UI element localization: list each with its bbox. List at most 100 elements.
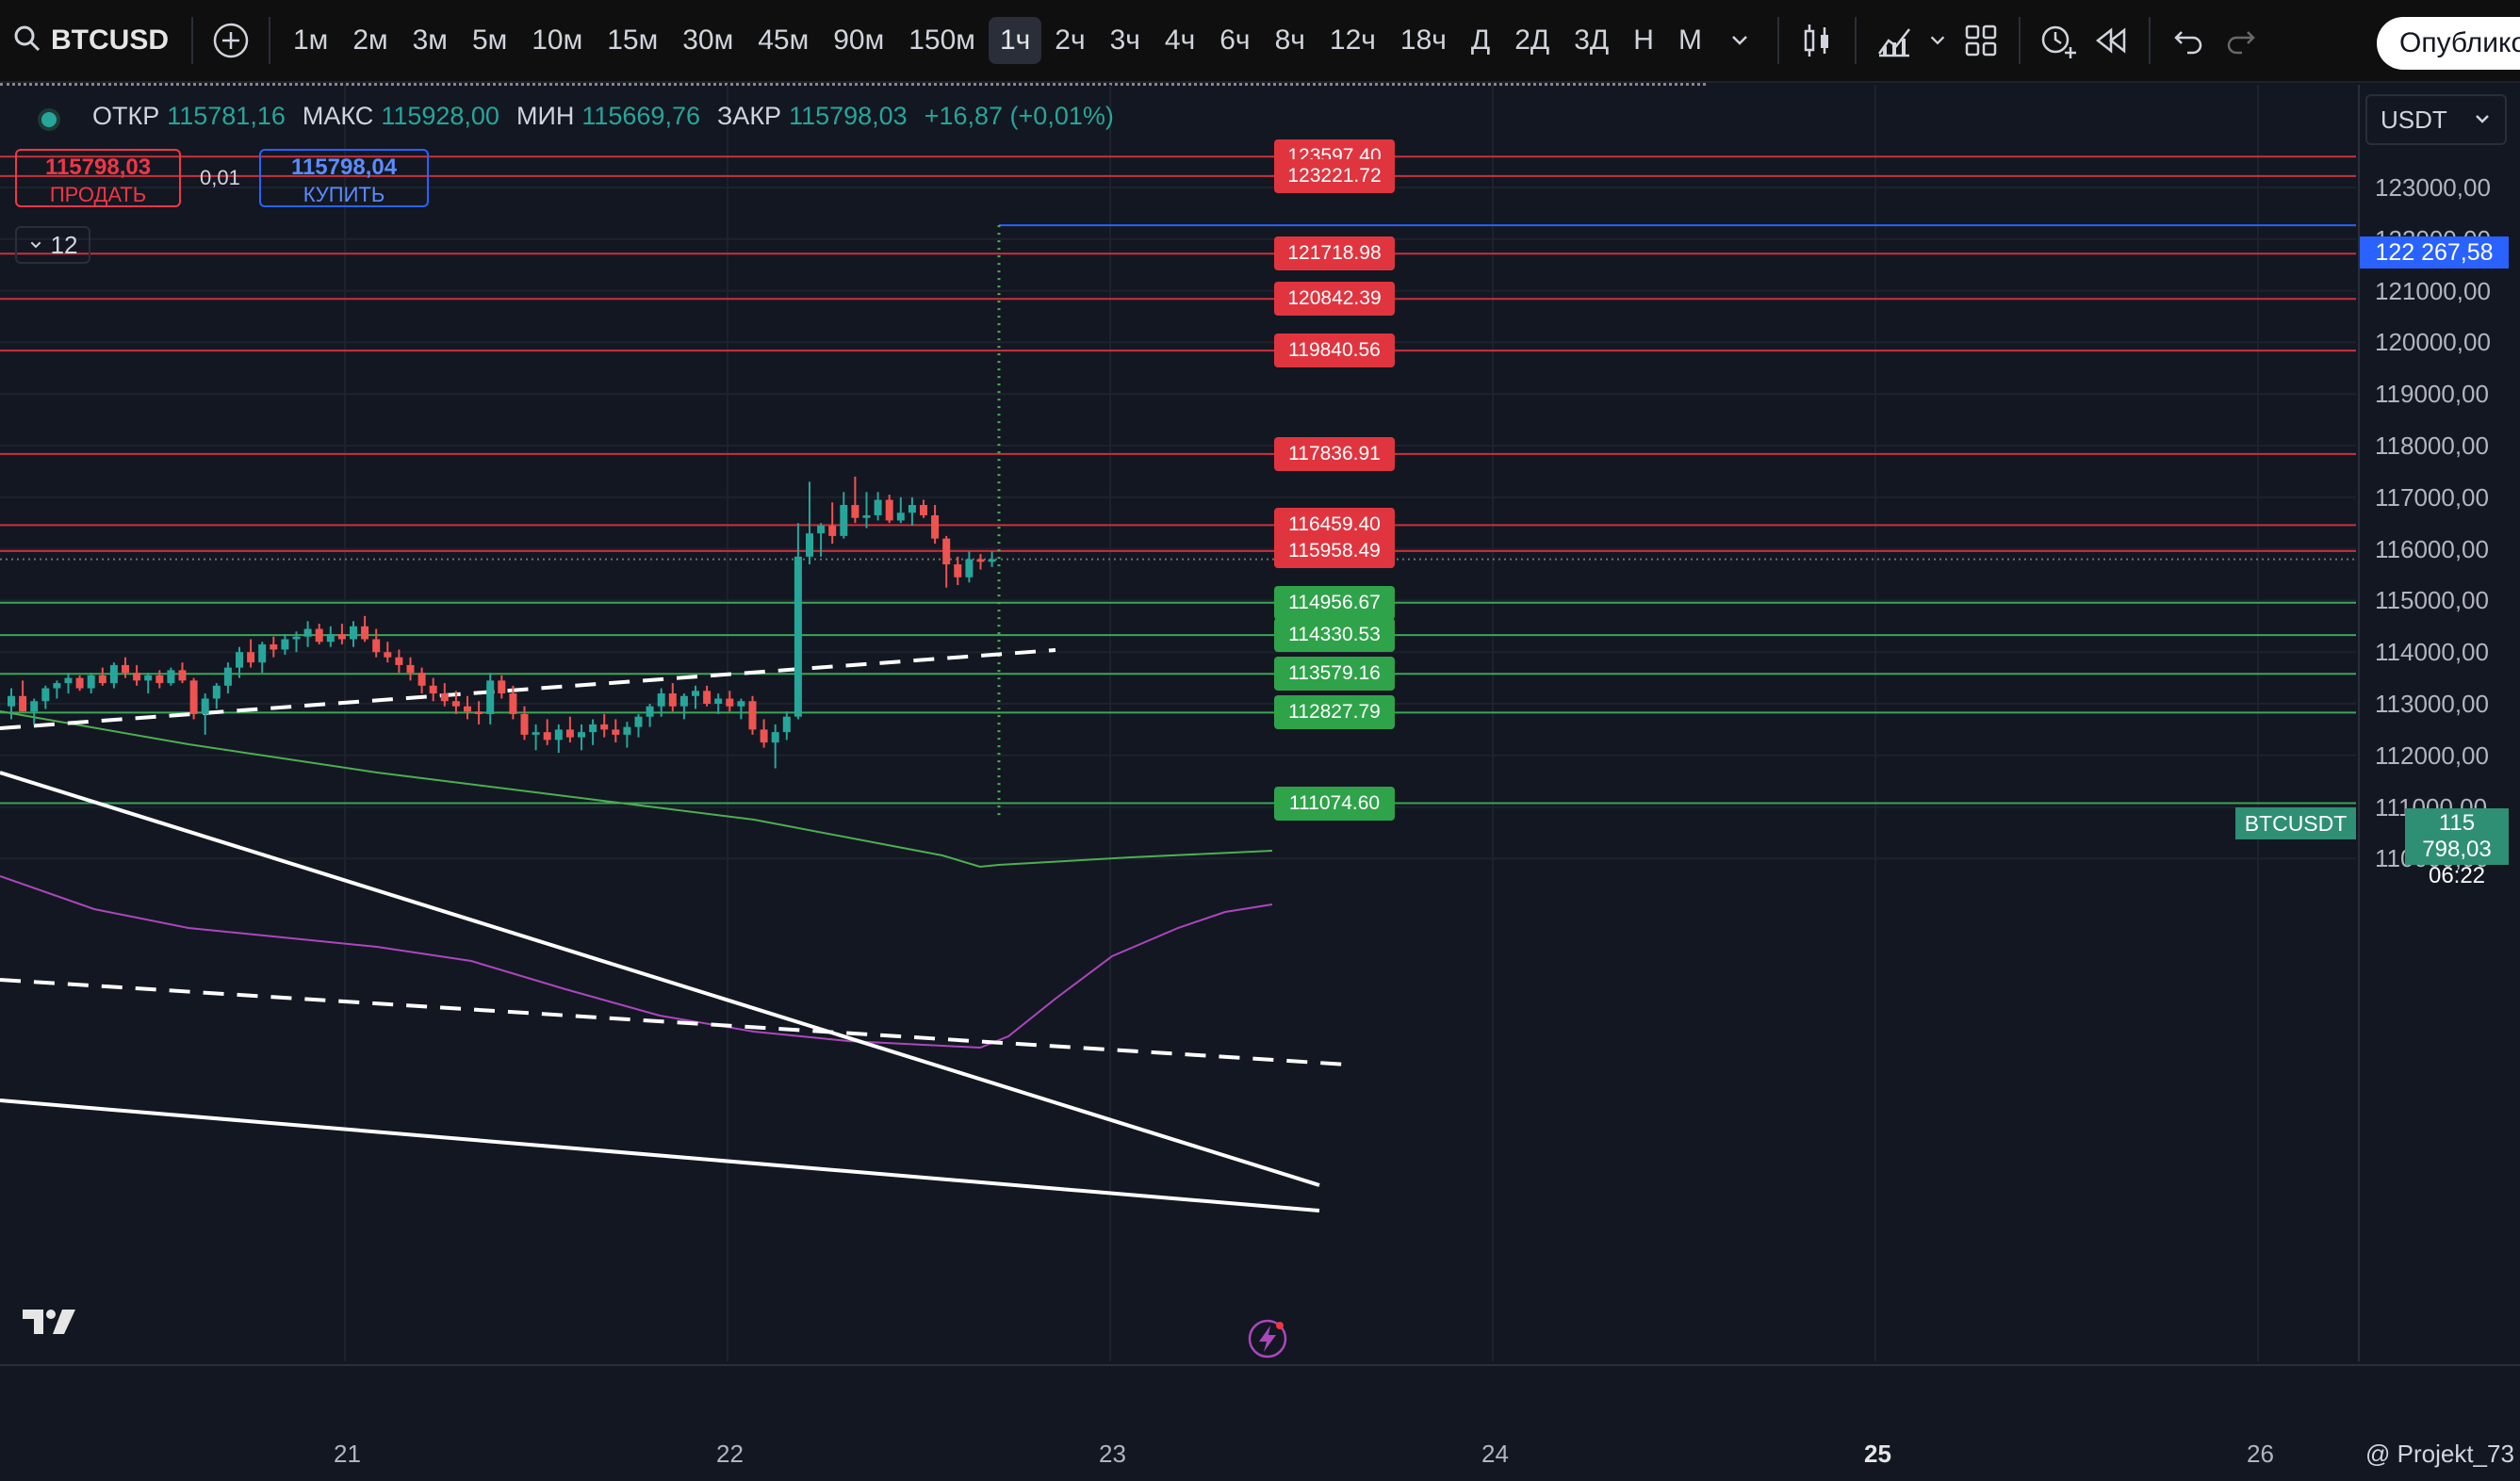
interval-6[interactable]: 30м — [682, 24, 734, 56]
price-tick-label: 112000,00 — [2375, 740, 2489, 770]
interval-1[interactable]: 2м — [352, 24, 388, 56]
trendline-upper-dashed[interactable] — [0, 648, 1056, 730]
candle-body — [451, 701, 460, 707]
candle-body — [440, 693, 449, 702]
level-price-tag[interactable]: 123221.72 — [1274, 158, 1395, 193]
indicators-icon[interactable] — [1868, 14, 1921, 67]
level-price-tag[interactable]: 111074.60 — [1274, 786, 1395, 821]
candle — [760, 719, 768, 748]
interval-12[interactable]: 3ч — [1109, 24, 1140, 56]
open-label: ОТКР — [92, 102, 160, 130]
replay-icon[interactable] — [2085, 14, 2137, 67]
trendline-mid-dashed[interactable] — [0, 978, 1349, 1066]
candle-body — [8, 695, 15, 707]
level-price-tag[interactable]: 114956.67 — [1274, 585, 1395, 620]
trendline-descending[interactable] — [0, 771, 1320, 1187]
interval-7[interactable]: 45м — [758, 24, 810, 56]
interval-10[interactable]: 1ч — [988, 17, 1042, 64]
level-price-tag[interactable]: 115958.49 — [1274, 533, 1395, 568]
candle — [440, 683, 449, 707]
level-price-tag[interactable]: 121718.98 — [1274, 236, 1395, 271]
time-tick-label: 26 — [2247, 1440, 2274, 1468]
time-axis[interactable] — [0, 1364, 2520, 1481]
interval-17[interactable]: 18ч — [1399, 24, 1447, 56]
time-tick-label: 25 — [1864, 1440, 1891, 1468]
trendline-lower[interactable] — [0, 1099, 1320, 1212]
interval-3[interactable]: 5м — [471, 24, 508, 56]
interval-2[interactable]: 3м — [412, 24, 448, 56]
candle — [817, 523, 826, 557]
interval-8[interactable]: 90м — [833, 24, 885, 56]
interval-16[interactable]: 12ч — [1329, 24, 1376, 56]
candle — [212, 683, 221, 709]
price-axis[interactable] — [2358, 85, 2520, 1361]
publish-button[interactable]: Опублико — [2377, 17, 2520, 70]
level-price-tag[interactable]: 114330.53 — [1274, 618, 1395, 653]
interval-19[interactable]: 2Д — [1514, 24, 1550, 56]
candle-body — [874, 499, 882, 515]
buy-button[interactable]: 115798,04 КУПИТЬ — [259, 149, 429, 207]
sell-button[interactable]: 115798,03 ПРОДАТЬ — [15, 149, 181, 207]
search-icon — [13, 24, 41, 57]
symbol-search[interactable]: BTCUSD — [0, 0, 169, 81]
interval-21[interactable]: Н — [1633, 24, 1654, 56]
chart-canvas[interactable] — [0, 85, 2356, 1361]
candle — [554, 724, 563, 754]
candle-body — [178, 670, 187, 681]
candle — [98, 667, 106, 686]
candle-body — [87, 675, 95, 689]
candle-body — [361, 626, 369, 640]
interval-18[interactable]: Д — [1470, 24, 1491, 56]
level-price-tag[interactable]: 117836.91 — [1274, 436, 1395, 471]
ohlc-legend: ОТКР 115781,16 МАКС 115928,00 МИН 115669,76… — [92, 102, 1123, 131]
flash-icon[interactable] — [1246, 1317, 1289, 1365]
price-tick-label: 114000,00 — [2375, 638, 2489, 667]
price-tick-label: 117000,00 — [2375, 482, 2489, 512]
candle — [406, 657, 415, 681]
interval-9[interactable]: 150м — [908, 24, 975, 56]
candle-body — [782, 716, 791, 733]
candle — [395, 649, 403, 674]
buy-price: 115798,04 — [290, 155, 398, 180]
candle-body — [498, 680, 506, 694]
interval-20[interactable]: 3Д — [1574, 24, 1610, 56]
candles-icon[interactable] — [1791, 14, 1843, 67]
interval-15[interactable]: 8ч — [1274, 24, 1305, 56]
undo-icon[interactable] — [2162, 14, 2215, 67]
layout-icon[interactable] — [1955, 14, 2007, 67]
level-price-tag[interactable]: 120842.39 — [1274, 282, 1395, 317]
candle-body — [532, 732, 540, 735]
candle-body — [589, 724, 597, 733]
candle — [737, 698, 745, 720]
chart-pane[interactable] — [0, 85, 2356, 1361]
interval-22[interactable]: М — [1677, 24, 1702, 56]
candle-body — [794, 556, 802, 717]
candle-body — [337, 634, 346, 640]
candle-body — [806, 533, 813, 557]
level-price-tag[interactable]: 112827.79 — [1274, 695, 1395, 730]
close-value: 115798,03 — [789, 102, 908, 130]
indicators-collapse-button[interactable]: 12 — [15, 226, 90, 264]
currency-value: USDT — [2381, 105, 2447, 134]
interval-11[interactable]: 2ч — [1055, 24, 1086, 56]
alert-icon[interactable] — [2032, 14, 2085, 67]
interval-4[interactable]: 10м — [532, 24, 583, 56]
interval-13[interactable]: 4ч — [1164, 24, 1196, 56]
add-symbol-icon[interactable] — [205, 14, 257, 67]
redo-icon[interactable] — [2215, 14, 2267, 67]
toolbar-dotted-divider — [0, 83, 1706, 86]
currency-select[interactable]: USDT — [2365, 94, 2507, 145]
candle — [578, 724, 585, 751]
tradingview-logo-icon[interactable] — [21, 1306, 81, 1343]
chevron-down-icon[interactable] — [1921, 14, 1955, 67]
moving-average-green — [0, 710, 1273, 869]
interval-0[interactable]: 1м — [293, 24, 329, 56]
candle-body — [167, 670, 175, 684]
candle — [417, 667, 426, 694]
level-price-tag[interactable]: 119840.56 — [1274, 334, 1395, 368]
interval-5[interactable]: 15м — [607, 24, 659, 56]
chevron-down-icon[interactable] — [1713, 14, 1766, 67]
interval-14[interactable]: 6ч — [1219, 24, 1251, 56]
close-label: ЗАКР — [717, 102, 782, 130]
level-price-tag[interactable]: 113579.16 — [1274, 657, 1395, 692]
